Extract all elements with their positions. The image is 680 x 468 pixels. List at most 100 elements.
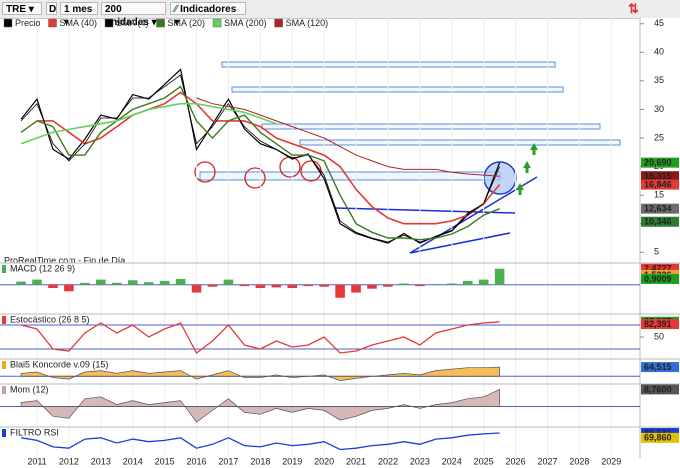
legend-swatch <box>156 18 165 28</box>
price-label: 2,4727 <box>644 264 672 274</box>
units: 200 unidades <box>105 4 149 28</box>
bar <box>462 280 473 285</box>
arrow <box>523 161 531 173</box>
symbol-select[interactable]: TRE ▾ <box>2 2 42 15</box>
x-tick-label: 2015 <box>155 456 175 466</box>
y-tick-label: 25 <box>654 132 664 142</box>
bar <box>431 284 441 285</box>
price-label: 12,634 <box>644 204 672 214</box>
arrow <box>530 143 538 155</box>
indicator-area <box>20 366 500 381</box>
x-tick-label: 2016 <box>187 456 207 466</box>
price-label: 18,315 <box>644 171 672 181</box>
y-tick-label: 45 <box>654 18 664 28</box>
legend-swatch <box>3 18 13 28</box>
bar <box>287 284 298 289</box>
zone <box>261 123 601 130</box>
x-tick-label: 2013 <box>91 456 111 466</box>
price-label: 10,346 <box>644 217 672 227</box>
y-tick-label: 5 <box>654 247 659 257</box>
legend-label: Precio <box>15 18 41 28</box>
right-axis-bg <box>640 18 680 468</box>
bar <box>239 284 250 287</box>
period-select[interactable]: 1 mes ▾ <box>60 2 98 28</box>
bar <box>303 284 313 287</box>
bar <box>207 284 218 287</box>
legend-label: SMA (40) <box>60 18 98 28</box>
price-label-box <box>641 179 679 190</box>
x-tick-label: 2021 <box>346 456 366 466</box>
series-line <box>20 85 500 241</box>
price-label: 82,391 <box>644 319 672 329</box>
units-select[interactable]: 200 unidades ▾ <box>101 2 166 28</box>
period: 1 mes <box>64 4 93 15</box>
panel-title: MACD (12 26 9) <box>10 263 75 273</box>
zone <box>299 139 621 146</box>
indicator-line <box>20 321 500 354</box>
x-tick-label: 2023 <box>410 456 430 466</box>
circle <box>244 167 266 189</box>
price-label-box <box>641 157 679 168</box>
bar <box>255 284 266 289</box>
bar <box>223 279 234 285</box>
bar <box>64 284 74 292</box>
bar <box>32 279 42 285</box>
bar <box>351 284 361 293</box>
series-line <box>37 91 501 225</box>
panel-title-bg <box>2 265 6 273</box>
indicators-button[interactable]: ⁄⁄ Indicadores ▾ <box>170 2 246 28</box>
bar <box>478 279 489 285</box>
price-label-box <box>641 216 679 227</box>
price-label: 69,860 <box>644 433 672 443</box>
x-tick-label: 2022 <box>378 456 398 466</box>
alert-icon[interactable]: ⇅ <box>628 1 639 16</box>
legend-swatch <box>274 18 283 28</box>
y-tick-label: 35 <box>654 75 664 85</box>
source: ProRealTime.com - Fin de Día <box>4 255 125 265</box>
x-tick-label: 2024 <box>442 456 462 466</box>
trend-line <box>409 232 511 254</box>
legend-label: SMA (20) <box>168 18 206 28</box>
zone <box>221 61 556 68</box>
arrow <box>516 183 524 195</box>
price-label-box <box>641 384 679 395</box>
bar <box>111 282 122 285</box>
bar <box>96 279 106 285</box>
legend-swatch <box>48 18 57 28</box>
mode-button[interactable]: D <box>46 2 57 15</box>
panel-title: Mom (12) <box>10 384 49 394</box>
x-tick-label: 2028 <box>569 456 589 466</box>
price-label: 64,515 <box>644 362 672 372</box>
y-tick-label: 50 <box>654 331 664 341</box>
price-label-box <box>641 362 679 373</box>
bar <box>446 283 457 285</box>
y-tick-label: 30 <box>654 104 664 114</box>
y-tick-label: 40 <box>654 47 664 57</box>
indicators: Indicadores <box>180 4 237 15</box>
indicators-icon: ⁄⁄ <box>174 4 181 15</box>
y-tick-label: 15 <box>654 190 664 200</box>
panel-title: FILTRO RSI <box>10 427 59 437</box>
bar <box>16 281 26 285</box>
bar <box>271 284 282 288</box>
bar <box>159 280 170 285</box>
bar <box>367 284 377 289</box>
bar <box>383 284 393 287</box>
bar <box>143 282 154 285</box>
series-line <box>196 97 500 177</box>
price-label: 20,690 <box>644 158 672 168</box>
legend-label: SMA (4) <box>116 18 149 28</box>
bar <box>127 280 138 285</box>
panel-title-bg <box>2 361 6 369</box>
price-label-box <box>641 171 679 182</box>
zone <box>231 86 564 93</box>
bar <box>415 284 425 287</box>
price-label-box <box>641 319 679 330</box>
series-line <box>20 102 277 145</box>
x-tick-label: 2026 <box>506 456 526 466</box>
legend-swatch <box>104 18 114 28</box>
panel-title: Blai5 Koncorde v.09 (15) <box>10 359 108 369</box>
x-tick-label: 2029 <box>601 456 621 466</box>
price-label-box <box>641 432 679 443</box>
